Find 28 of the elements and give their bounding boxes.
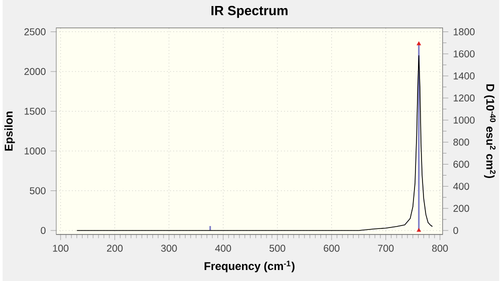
y-tick-label: 0: [40, 226, 46, 234]
y-tick-label: 2500: [24, 28, 46, 36]
y2-tick-label: 1600: [454, 50, 475, 58]
x-tick-label: 500: [270, 244, 286, 252]
y-axis-title: Epsilon: [4, 112, 15, 151]
y-tick-label: 1500: [24, 108, 46, 115]
y2-tick-label: 0: [453, 226, 458, 234]
y2-tick-label: 1200: [454, 94, 475, 102]
y2-tick-label: 400: [453, 182, 470, 190]
x-tick-label: 700: [378, 244, 394, 252]
y-tick-label: 500: [30, 187, 46, 194]
y2-tick-label: 1400: [454, 72, 475, 80]
y-tick-label: 1000: [24, 147, 46, 154]
x-axis-title: Frequency (cm$^{-1}$): [204, 260, 294, 272]
x-tick-label: 800: [432, 244, 448, 252]
y2-tick-label: 1800: [454, 28, 475, 36]
y2-tick-label: 800: [453, 138, 470, 146]
chart-title: IR Spectrum: [211, 6, 288, 18]
x-tick-label: 100: [53, 244, 68, 252]
y2-tick-label: 1000: [454, 116, 475, 124]
y-tick-label: 2000: [24, 68, 46, 75]
x-tick-label: 300: [161, 244, 177, 252]
y2-tick-label: 200: [453, 204, 470, 212]
x-tick-label: 400: [215, 244, 232, 252]
y2-axis-title: D (10$^{-40}$ esu$^{2}$ cm$^{2}$): [484, 84, 496, 178]
x-tick-label: 200: [107, 244, 123, 252]
y2-tick-label: 600: [453, 160, 470, 168]
x-tick-label: 600: [324, 244, 340, 252]
